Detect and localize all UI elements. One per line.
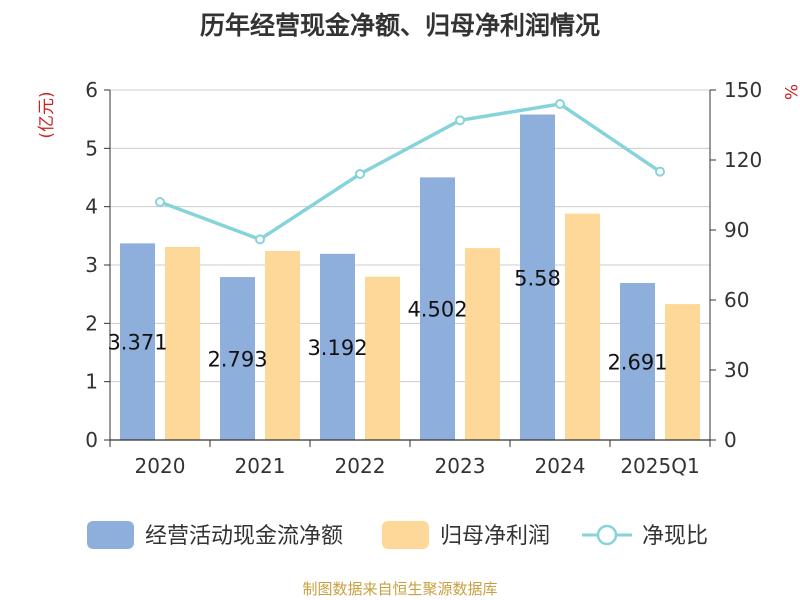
bar-net-profit xyxy=(565,213,600,440)
left-tick-label: 5 xyxy=(85,136,98,160)
data-labels: 3.371 2.793 3.192 4.502 5.58 2.691 xyxy=(107,266,667,374)
ratio-line xyxy=(155,99,665,245)
bar-net-profit xyxy=(265,251,300,440)
legend-cash-flow-swatch xyxy=(87,521,134,549)
ratio-point xyxy=(155,197,165,207)
data-label: 4.502 xyxy=(407,298,467,322)
bar-cash-flow xyxy=(220,277,255,440)
ratio-line-path xyxy=(159,102,661,242)
ratio-point xyxy=(655,166,665,177)
bars xyxy=(120,114,700,440)
bar-net-profit xyxy=(165,246,200,440)
ratio-point xyxy=(455,115,465,126)
left-tick-label: 6 xyxy=(85,78,98,102)
left-tick-label: 2 xyxy=(85,311,98,335)
left-axis-label: (亿元) xyxy=(37,91,57,138)
chart-title: 历年经营现金净额、归母净利润情况 xyxy=(200,11,600,40)
data-label: 5.58 xyxy=(514,266,561,290)
data-label: 2.793 xyxy=(207,348,267,372)
x-tick-label: 2021 xyxy=(235,454,286,478)
legend-ratio-marker xyxy=(596,524,618,546)
right-tick-label: 60 xyxy=(724,288,749,312)
legend: 经营活动现金流净额 归母净利润 净现比 xyxy=(87,521,708,549)
legend-label: 归母净利润 xyxy=(440,524,550,549)
bar-cash-flow xyxy=(520,114,555,440)
bar-cash-flow xyxy=(320,253,355,440)
bar-net-profit xyxy=(365,276,400,440)
x-tick-label: 2022 xyxy=(335,454,386,478)
x-tick-label: 2023 xyxy=(435,454,486,478)
left-tick-label: 3 xyxy=(85,253,98,277)
left-tick-label: 4 xyxy=(85,195,98,219)
ratio-point xyxy=(255,234,265,245)
right-axis-label: % xyxy=(780,84,800,100)
right-tick-label: 0 xyxy=(724,428,737,452)
x-tick-label: 2024 xyxy=(535,454,586,478)
left-tick-label: 1 xyxy=(85,370,98,394)
x-tick-label: 2020 xyxy=(135,454,186,478)
legend-label: 经营活动现金流净额 xyxy=(145,524,343,549)
data-label: 2.691 xyxy=(607,351,667,375)
x-tick-label: 2025Q1 xyxy=(620,454,699,478)
right-tick-label: 120 xyxy=(724,148,762,172)
bar-cash-flow xyxy=(120,243,155,440)
legend-net-profit-swatch xyxy=(382,521,429,549)
bar-net-profit xyxy=(665,304,700,440)
bar-cash-flow xyxy=(420,177,455,440)
legend-label: 净现比 xyxy=(642,524,708,549)
ratio-point xyxy=(555,99,565,109)
data-label: 3.371 xyxy=(107,331,167,355)
right-tick-label: 90 xyxy=(724,218,749,242)
source-note: 制图数据来自恒生聚源数据库 xyxy=(302,580,497,598)
left-tick-label: 0 xyxy=(85,428,98,452)
right-tick-label: 30 xyxy=(724,358,749,382)
ratio-point xyxy=(355,169,365,179)
bar-cash-flow xyxy=(620,283,655,440)
right-tick-label: 150 xyxy=(724,78,762,102)
data-label: 3.192 xyxy=(307,336,367,360)
bar-net-profit xyxy=(465,248,500,440)
